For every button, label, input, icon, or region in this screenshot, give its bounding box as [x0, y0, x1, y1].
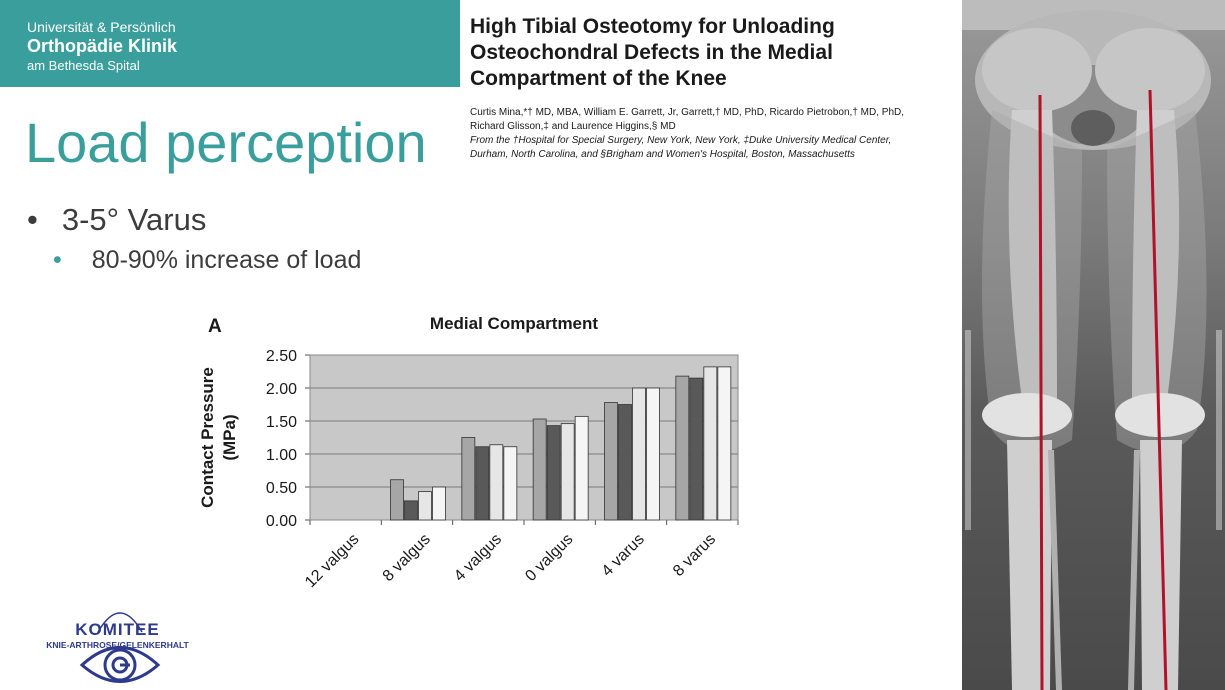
bullet-marker: •	[53, 246, 62, 274]
x-tick-label: 4 varus	[599, 531, 648, 580]
logo-title: KOMITEE	[75, 620, 160, 639]
bullet-level-1: • 3-5° Varus	[27, 202, 206, 238]
x-tick-label: 8 valgus	[380, 531, 434, 585]
contact-pressure-chart: A Medial Compartment 0.00 0.50 1.00 1.50 2.00 2…	[198, 314, 739, 591]
y-tick-label: 2.50	[266, 348, 297, 365]
bar	[432, 486, 446, 521]
paper-authors: Curtis Mina,*† MD, MBA, William E. Garre…	[470, 106, 958, 134]
header-line-1: Universität & Persönlich	[27, 19, 176, 35]
logo-subtitle: KNIE-ARTHROSE/GELENKERHALT	[46, 640, 189, 650]
bar	[604, 402, 618, 521]
y-tick-label: 1.50	[266, 414, 297, 431]
bar	[532, 418, 547, 521]
paper-authors-line: Curtis Mina,*† MD, MBA, William E. Garre…	[470, 107, 904, 118]
paper-title-line: Compartment of the Knee	[470, 67, 727, 90]
bar	[717, 366, 732, 521]
bar	[618, 404, 632, 521]
bar	[546, 425, 561, 521]
eye-logo-icon	[79, 612, 161, 683]
bullet-text: 80-90% increase of load	[91, 246, 362, 274]
header-line-3: am Bethesda Spital	[27, 58, 140, 73]
paper-affiliation: From the †Hospital for Special Surgery, …	[470, 134, 958, 162]
bar	[689, 377, 704, 521]
y-tick-label: 0.50	[266, 480, 297, 497]
bullet-marker: •	[27, 202, 38, 237]
bar	[703, 366, 718, 521]
x-tick-label: 0 valgus	[522, 531, 576, 585]
paper-title-line: High Tibial Osteotomy for Unloading	[470, 15, 835, 38]
chart-title: Medial Compartment	[430, 314, 598, 333]
panel-label: A	[208, 316, 222, 337]
clinic-name: Orthopädie Klinik	[27, 36, 178, 56]
bar	[475, 446, 490, 521]
paper-excerpt: High Tibial Osteotomy for Unloading Oste…	[470, 14, 960, 162]
x-tick-label: 4 valgus	[451, 531, 505, 585]
bar	[461, 437, 476, 521]
paper-title-line: Osteochondral Defects in the Medial	[470, 41, 833, 64]
bar	[418, 491, 432, 521]
bar	[560, 423, 575, 521]
paper-authors-line: Richard Glisson,‡ and Laurence Higgins,§…	[470, 121, 676, 132]
slide-title: Load perception	[25, 111, 427, 174]
bar	[404, 500, 418, 521]
y-tick-label: 0.00	[266, 513, 297, 530]
slide: Universität & Persönlich Orthopädie Klin…	[0, 0, 960, 687]
bar	[646, 387, 660, 521]
paper-affiliation-line: Durham, North Carolina, and §Brigham and…	[470, 149, 855, 160]
y-tick-label: 1.00	[266, 447, 297, 464]
bullet-level-2: • 80-90% increase of load	[53, 246, 361, 275]
paper-affiliation-line: From the †Hospital for Special Surgery, …	[470, 135, 892, 146]
y-axis-label: Contact Pressure	[198, 367, 217, 508]
leg-xray-image	[962, 0, 1225, 690]
bar	[574, 415, 589, 521]
paper-title: High Tibial Osteotomy for Unloading Oste…	[470, 14, 960, 92]
header-band: Universität & Persönlich Orthopädie Klin…	[0, 0, 460, 87]
bar	[390, 479, 404, 521]
bar	[503, 446, 518, 521]
bar	[675, 375, 690, 521]
y-axis-unit: (MPa)	[220, 414, 239, 460]
x-tick-label: 8 varus	[670, 531, 719, 580]
plot-area	[310, 355, 738, 520]
bullet-text: 3-5° Varus	[61, 202, 207, 237]
bar	[632, 387, 646, 521]
logo-text: KOMITEE KNIE-ARTHROSE/GELENKERHALT	[20, 620, 215, 650]
x-tick-label: 12 valgus	[302, 531, 362, 591]
komitee-logo: KOMITEE KNIE-ARTHROSE/GELENKERHALT	[20, 602, 215, 687]
y-tick-label: 2.00	[266, 381, 297, 398]
bar	[489, 444, 504, 521]
